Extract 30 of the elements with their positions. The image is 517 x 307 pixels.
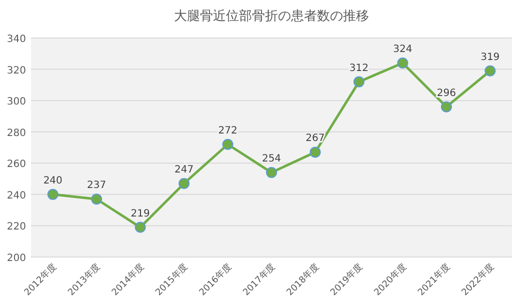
y-tick-label: 300 — [6, 96, 26, 108]
y-tick-label: 260 — [6, 159, 26, 170]
point — [222, 138, 234, 150]
y-tick-label: 220 — [6, 222, 26, 233]
data-label: 247 — [174, 164, 194, 176]
point — [134, 222, 146, 233]
y-tick-label: 200 — [6, 253, 26, 264]
chart-title: 大腿骨近位部骨折の患者数の推移 — [174, 9, 369, 24]
point — [47, 188, 58, 200]
y-tick-label: 240 — [6, 190, 26, 202]
data-label: 312 — [349, 62, 368, 74]
data-label: 240 — [43, 175, 62, 186]
data-label: 296 — [436, 88, 456, 99]
point — [353, 76, 364, 88]
data-label: 272 — [218, 125, 238, 136]
point — [310, 146, 321, 158]
y-tick-label: 340 — [6, 34, 26, 45]
point — [484, 65, 496, 76]
data-label: 319 — [480, 52, 500, 63]
point — [440, 101, 452, 112]
data-label: 219 — [130, 208, 150, 220]
point — [91, 194, 102, 205]
data-label: 237 — [87, 180, 106, 192]
point — [178, 178, 190, 189]
point — [266, 167, 277, 178]
data-label: 254 — [262, 154, 282, 165]
data-label: 324 — [393, 44, 412, 56]
point — [397, 58, 408, 69]
y-tick-label: 320 — [6, 65, 26, 76]
y-tick-label: 280 — [6, 128, 26, 139]
